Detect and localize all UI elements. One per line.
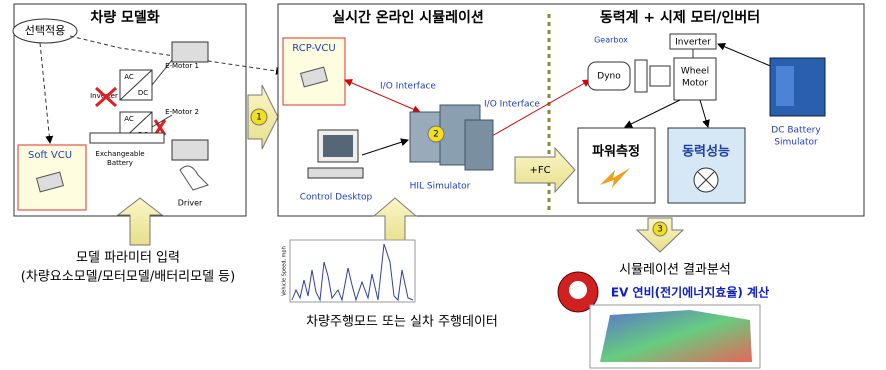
step: 1 [256, 113, 262, 123]
icon [299, 66, 329, 88]
box [673, 57, 717, 101]
label: 선택적용 [25, 24, 65, 37]
label: (차량요소모델/모터모델/배터리모델 등) [21, 270, 235, 285]
panel-detail [776, 66, 794, 106]
motor [171, 139, 209, 161]
label: RCP-VCU [292, 43, 335, 54]
label: E-Motor 1 [165, 62, 199, 70]
keyboard [307, 167, 364, 179]
step-badge [652, 221, 668, 237]
bulb [569, 281, 587, 299]
ellipse [12, 18, 78, 44]
arrow [69, 35, 284, 75]
axis-label: Vehicle Speed, mph [282, 246, 288, 296]
label: Soft VCU [28, 150, 72, 161]
shaft [649, 65, 671, 87]
step-badge [427, 125, 445, 143]
label: Driver [178, 199, 203, 208]
label: DC [138, 89, 148, 97]
arrow [39, 42, 54, 144]
step: 3 [657, 225, 663, 235]
step-badge [250, 108, 268, 126]
speed-trace [291, 243, 414, 302]
label: 시뮬레이션 결과분석 [619, 263, 731, 278]
label: E-Motor 2 [165, 108, 199, 116]
label: DC Battery [771, 126, 821, 136]
arrow [484, 79, 591, 141]
label: Motor [682, 79, 708, 89]
label: HIL Simulator [410, 182, 471, 192]
line [151, 114, 173, 128]
arrow [116, 197, 164, 246]
line [119, 69, 153, 101]
arrow [344, 79, 421, 113]
lamp-cross [697, 171, 715, 189]
battery [89, 132, 165, 144]
label: I/O Interface [380, 82, 436, 92]
label: Wheel [681, 67, 709, 77]
efficiency-surface [600, 310, 752, 362]
label: EV 연비(전기에너지효율) 계산 [611, 285, 769, 300]
motor [171, 41, 209, 63]
label: Gearbox [594, 36, 628, 45]
label: 모델 파라미터 입력 [76, 251, 180, 266]
arrow [514, 146, 576, 194]
label: AC [124, 115, 134, 123]
label: Inverter [675, 38, 711, 48]
label: Dyno [597, 72, 621, 82]
label: 파워측정 [592, 144, 640, 160]
server [464, 119, 494, 171]
line [151, 59, 173, 86]
icon [600, 168, 630, 188]
label: 차량주행모드 또는 실차 주행데이터 [306, 314, 498, 330]
label: +FC [529, 165, 550, 176]
panel-title: 실시간 온라인 시뮬레이션 [332, 9, 483, 26]
gearbox [634, 59, 648, 93]
driver-icon [179, 165, 209, 191]
label: I/O Interface [484, 100, 540, 110]
dyno [587, 61, 631, 91]
step: 2 [433, 130, 439, 140]
label: AC [124, 73, 134, 81]
cross [94, 86, 118, 108]
screen [323, 135, 353, 157]
soft-vcu-box [17, 144, 87, 211]
arrow [624, 99, 681, 128]
arrow [361, 138, 409, 156]
label: Simulator [774, 138, 818, 148]
label: Control Desktop [300, 193, 373, 203]
label: Battery [107, 159, 133, 167]
arrow [699, 99, 710, 128]
box [577, 127, 656, 204]
speed-chart [289, 239, 416, 303]
panel-title: 동력계 + 시제 모터/인버터 [600, 9, 760, 26]
panel-title: 차량 모델화 [90, 10, 159, 26]
label: Exchangeable [95, 150, 144, 158]
icon [35, 171, 65, 193]
label: 동력성능 [682, 145, 730, 160]
